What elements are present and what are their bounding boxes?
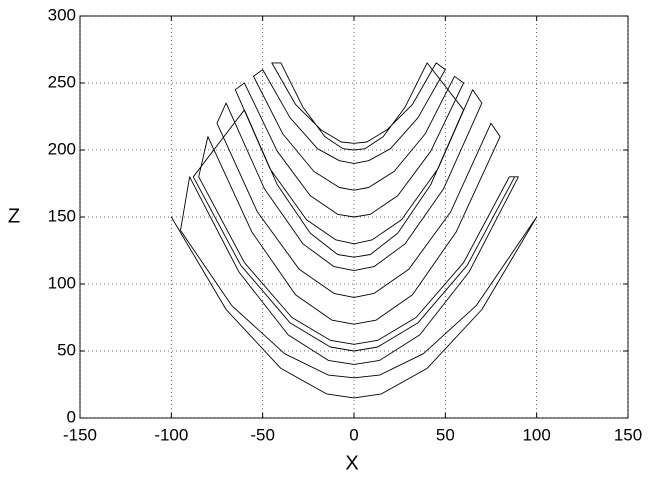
y-tick-label: 50 bbox=[57, 340, 76, 359]
trajectory-line bbox=[170, 62, 538, 399]
x-tick-label: -50 bbox=[250, 425, 275, 444]
y-tick-label: 250 bbox=[48, 72, 76, 91]
y-tick-label: 150 bbox=[48, 206, 76, 225]
y-tick-label: 200 bbox=[48, 139, 76, 158]
x-tick-label: 50 bbox=[436, 425, 455, 444]
x-tick-label: -150 bbox=[63, 425, 97, 444]
y-axis-label: Z bbox=[8, 205, 20, 227]
x-tick-label: -100 bbox=[154, 425, 188, 444]
x-tick-label: 100 bbox=[522, 425, 550, 444]
y-tick-label: 0 bbox=[67, 407, 76, 426]
y-tick-label: 100 bbox=[48, 273, 76, 292]
x-axis-label: X bbox=[345, 452, 358, 474]
x-tick-label: 150 bbox=[614, 425, 642, 444]
y-tick-label: 300 bbox=[48, 5, 76, 24]
x-tick-label: 0 bbox=[349, 425, 358, 444]
